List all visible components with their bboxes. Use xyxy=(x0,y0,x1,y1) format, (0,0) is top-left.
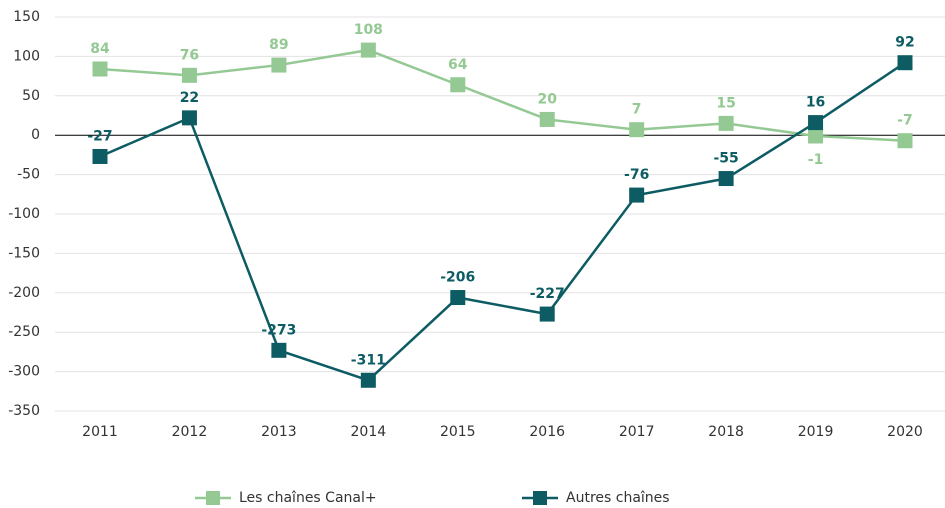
y-tick-label: -250 xyxy=(8,324,40,340)
data-label: 84 xyxy=(90,41,110,57)
y-tick-label: -200 xyxy=(8,285,40,301)
marker xyxy=(181,110,197,126)
data-label: -227 xyxy=(530,286,565,302)
marker xyxy=(92,148,108,164)
x-tick-label: 2016 xyxy=(529,424,565,440)
data-label: 16 xyxy=(806,95,825,111)
data-label: -55 xyxy=(713,151,738,167)
y-tick-label: -300 xyxy=(8,364,40,380)
marker xyxy=(808,115,824,131)
y-tick-label: -100 xyxy=(8,206,40,222)
data-label: -7 xyxy=(897,113,913,129)
marker xyxy=(450,290,466,306)
data-label: 15 xyxy=(716,95,735,111)
data-label: 7 xyxy=(632,102,642,118)
marker xyxy=(718,115,734,131)
marker xyxy=(271,57,287,73)
x-tick-label: 2020 xyxy=(887,424,923,440)
data-label: 92 xyxy=(895,35,914,51)
legend-label: Les chaînes Canal+ xyxy=(239,490,377,506)
marker xyxy=(92,61,108,77)
marker xyxy=(718,171,734,187)
data-label: -311 xyxy=(351,352,386,368)
data-label: -273 xyxy=(261,322,296,338)
x-tick-label: 2012 xyxy=(172,424,208,440)
x-tick-label: 2019 xyxy=(798,424,834,440)
series-line xyxy=(99,48,906,142)
data-label: 76 xyxy=(180,47,199,63)
x-tick-label: 2011 xyxy=(82,424,118,440)
marker xyxy=(271,342,287,358)
marker xyxy=(181,67,197,83)
legend-marker xyxy=(206,491,220,505)
series-line xyxy=(99,61,906,382)
data-label: 89 xyxy=(269,37,288,53)
y-tick-label: -350 xyxy=(8,403,40,419)
y-tick-label: 150 xyxy=(13,9,40,25)
y-tick-label: 100 xyxy=(13,48,40,64)
data-label: 20 xyxy=(537,91,557,107)
y-tick-label: 0 xyxy=(31,127,40,143)
data-label: -27 xyxy=(87,128,112,144)
data-label: -76 xyxy=(624,167,649,183)
data-label: -1 xyxy=(808,152,824,168)
y-tick-label: -50 xyxy=(17,167,40,183)
marker xyxy=(360,42,376,58)
marker xyxy=(897,133,913,149)
marker xyxy=(450,77,466,93)
data-label: 108 xyxy=(354,22,383,38)
data-label: 64 xyxy=(448,57,468,73)
marker xyxy=(897,55,913,71)
y-tick-label: -150 xyxy=(8,245,40,261)
marker xyxy=(629,122,645,138)
data-label: -206 xyxy=(440,270,475,286)
x-tick-label: 2014 xyxy=(351,424,387,440)
x-tick-label: 2013 xyxy=(261,424,297,440)
y-tick-label: 50 xyxy=(22,88,40,104)
marker xyxy=(629,187,645,203)
marker xyxy=(360,372,376,388)
x-tick-label: 2017 xyxy=(619,424,655,440)
legend-label: Autres chaînes xyxy=(566,490,670,506)
x-tick-label: 2018 xyxy=(708,424,744,440)
marker xyxy=(539,111,555,127)
legend-marker xyxy=(533,491,547,505)
marker xyxy=(808,128,824,144)
x-tick-label: 2015 xyxy=(440,424,476,440)
data-label: 22 xyxy=(180,90,199,106)
marker xyxy=(539,306,555,322)
